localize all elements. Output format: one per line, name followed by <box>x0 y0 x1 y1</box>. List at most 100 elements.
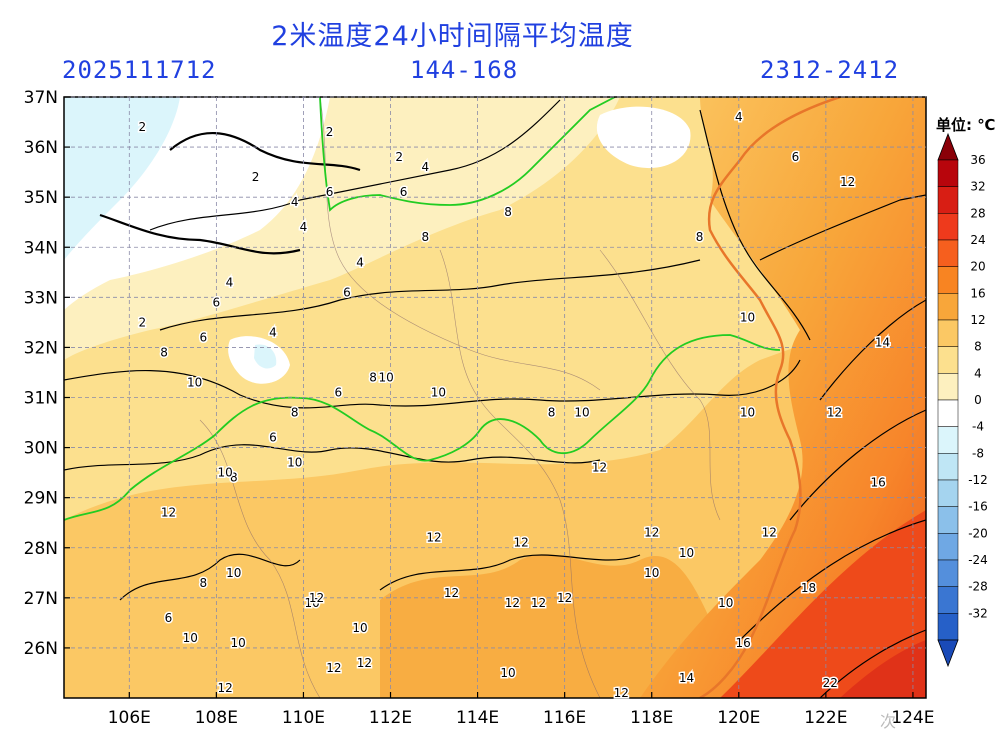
colorbar-swatch <box>937 399 959 427</box>
lon-tick-label: 110E <box>282 708 325 728</box>
coastline <box>699 97 841 698</box>
lon-tick-label: 118E <box>630 708 673 728</box>
field-south-band <box>64 300 926 698</box>
contour-value-label: 2 <box>139 120 147 134</box>
contour-line <box>699 109 811 341</box>
contour-value-label: 6 <box>400 185 408 199</box>
contour-value-label: 16 <box>870 476 885 490</box>
contour-value-label: 2 <box>252 170 260 184</box>
init-time: 2025111712 <box>62 56 217 84</box>
contour-line <box>169 131 361 172</box>
contour-value-label: 10 <box>379 370 394 384</box>
field-sea-hot <box>720 510 926 698</box>
contour-value-label: 12 <box>217 681 232 695</box>
contour-value-label: 4 <box>300 220 308 234</box>
colorbar-top-arrow <box>937 132 959 161</box>
contour-value-label: 10 <box>226 566 241 580</box>
contour-line <box>64 359 801 409</box>
colorbar-swatch <box>937 586 959 614</box>
contour-value-label: 10 <box>679 546 694 560</box>
colorbar-swatch <box>937 266 959 294</box>
colorbar-level-label: 28 <box>970 206 985 220</box>
contour-value-label: 10 <box>740 406 755 420</box>
watermark: 次 <box>880 712 897 731</box>
colorbar-level-label: 16 <box>970 286 985 300</box>
map-title: 2米温度24小时间隔平均温度 <box>271 21 634 52</box>
lat-tick-label: 35N <box>24 188 58 208</box>
contour-value-label: 12 <box>357 656 372 670</box>
contour-value-label: 4 <box>356 255 364 269</box>
colorbar-swatch <box>937 479 959 507</box>
colorbar-level-label: -20 <box>968 526 988 540</box>
contour-value-label: 6 <box>326 185 334 199</box>
contour-value-label: 6 <box>343 285 351 299</box>
colorbar-swatch <box>937 346 959 374</box>
colorbar-level-label: 0 <box>974 393 982 407</box>
forecast-hours: 144-168 <box>410 56 519 84</box>
boundary-line <box>599 249 721 521</box>
contour-value-label: 12 <box>557 591 572 605</box>
contour-value-label: 12 <box>513 536 528 550</box>
lat-tick-label: 30N <box>24 439 58 459</box>
lon-tick-label: 120E <box>717 708 760 728</box>
colorbar-level-label: -16 <box>968 500 988 514</box>
contour-value-label: 6 <box>792 150 800 164</box>
contour-value-label: 10 <box>183 631 198 645</box>
contour-value-label: 8 <box>199 576 207 590</box>
colorbar-level-label: 8 <box>974 340 982 354</box>
contour-value-label: 22 <box>823 676 838 690</box>
lon-tick-label: 108E <box>195 708 238 728</box>
contour-value-label: 4 <box>735 110 743 124</box>
contour-line <box>739 519 926 641</box>
colorbar-level-label: -12 <box>968 473 988 487</box>
boundary-line <box>199 419 321 698</box>
river-boundary-north <box>319 97 616 212</box>
contour-value-label: 18 <box>801 581 816 595</box>
contour-value-label: 12 <box>840 175 855 189</box>
contour-value-label: 2 <box>395 150 403 164</box>
lat-tick-label: 34N <box>24 238 58 258</box>
contour-value-label: 8 <box>504 205 512 219</box>
contour-value-label: 10 <box>187 375 202 389</box>
contour-value-label: 8 <box>548 406 556 420</box>
boundary-line <box>439 249 601 698</box>
contour-value-label: 4 <box>269 325 277 339</box>
contour-value-label: 12 <box>592 461 607 475</box>
lon-tick-label: 112E <box>369 708 412 728</box>
lat-tick-label: 32N <box>24 338 58 358</box>
contour-value-label: 12 <box>309 591 324 605</box>
axis-labels: 37N 36N 35N 34N 33N 32N 31N 30N 29N 28N 27N 26N 106E… <box>24 88 935 728</box>
contour-value-label: 12 <box>161 506 176 520</box>
contour-value-label: 10 <box>644 566 659 580</box>
colorbar-swatch <box>937 373 959 401</box>
grid-lines <box>64 96 926 698</box>
colorbar-swatch <box>937 213 959 241</box>
contour-line <box>379 554 641 591</box>
lat-tick-label: 37N <box>24 88 58 108</box>
unit-label: 单位: ℃ <box>936 116 996 134</box>
contour-value-label: 10 <box>352 621 367 635</box>
contour-value-label: 8 <box>422 230 430 244</box>
lon-tick-label: 122E <box>804 708 847 728</box>
field-east-sea <box>640 97 926 698</box>
contour-value-label: 10 <box>305 596 320 610</box>
lat-tick-label: 27N <box>24 589 58 609</box>
river-boundary <box>64 334 781 521</box>
colorbar-swatch <box>937 613 959 641</box>
contour-value-label: 4 <box>422 160 430 174</box>
contour-line <box>789 409 926 521</box>
lat-tick-label: 31N <box>24 389 58 409</box>
colorbar-level-label: 20 <box>970 260 985 274</box>
field-south-warm <box>380 554 720 698</box>
field-n-cool-patch <box>596 106 691 169</box>
colorbar-swatch <box>937 186 959 214</box>
contour-value-label: 4 <box>291 195 299 209</box>
colorbar-swatch <box>937 533 959 561</box>
contour-value-label: 2 <box>326 125 334 139</box>
colorbar-swatch <box>937 426 959 454</box>
contour-line <box>119 553 301 601</box>
contour-value-label: 12 <box>444 586 459 600</box>
contour-value-label: 10 <box>574 406 589 420</box>
